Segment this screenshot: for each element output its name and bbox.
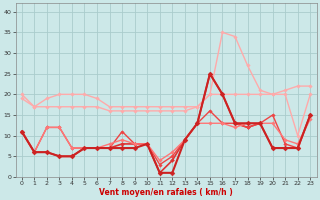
X-axis label: Vent moyen/en rafales ( km/h ): Vent moyen/en rafales ( km/h )	[99, 188, 233, 197]
